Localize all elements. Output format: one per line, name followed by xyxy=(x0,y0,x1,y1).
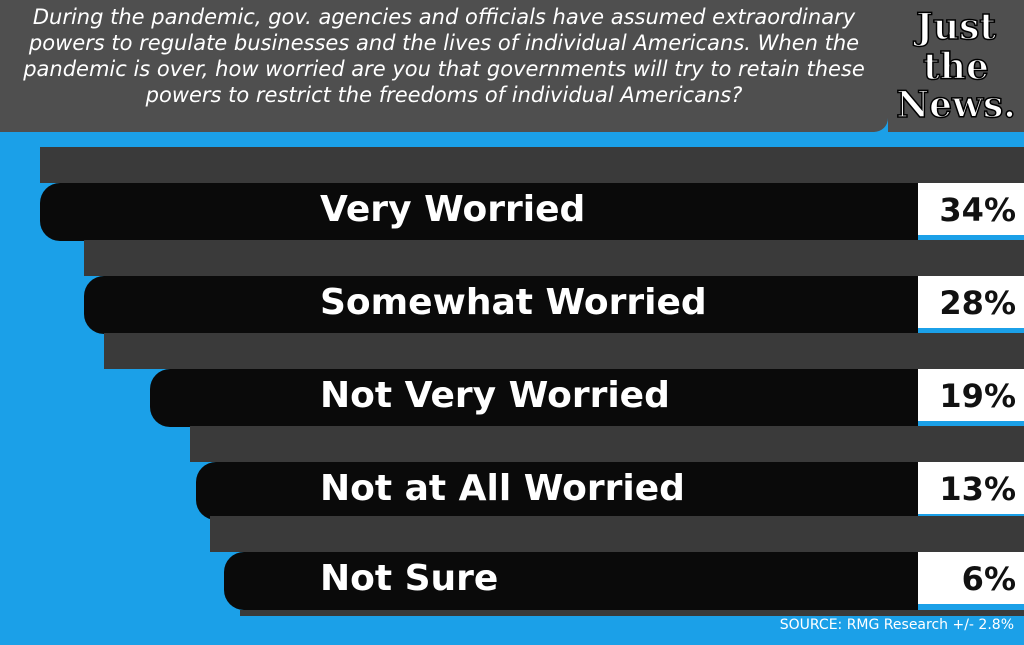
logo-line: Just xyxy=(915,5,997,49)
band xyxy=(104,333,1024,369)
row-bar xyxy=(150,369,1024,427)
row-value: 34% xyxy=(918,183,1024,241)
logo-line: the xyxy=(922,45,989,89)
row-bar xyxy=(84,276,1024,334)
band xyxy=(210,516,1024,552)
band xyxy=(190,426,1024,462)
row-label: Not at All Worried xyxy=(320,468,685,509)
row-label: Not Sure xyxy=(320,558,499,599)
row-bar xyxy=(196,462,1024,520)
value-text: 19% xyxy=(939,377,1016,415)
value-text: 28% xyxy=(939,284,1016,322)
row-label: Not Very Worried xyxy=(320,375,670,416)
row-label: Very Worried xyxy=(320,189,586,230)
row-value: 28% xyxy=(918,276,1024,334)
source: SOURCE: RMG Research +/- 2.8% xyxy=(779,617,1014,633)
band xyxy=(40,147,1024,183)
band xyxy=(84,240,1024,276)
question: During the pandemic, gov. agencies and o… xyxy=(0,0,888,132)
row-value: 19% xyxy=(918,369,1024,427)
logo-line: News. xyxy=(895,83,1016,127)
value-text: 6% xyxy=(961,560,1016,598)
row-bar xyxy=(40,183,1024,241)
value-text: 13% xyxy=(939,470,1016,508)
logo: Just the News. xyxy=(888,0,1024,132)
band xyxy=(240,610,1024,616)
row-bar xyxy=(224,552,1024,610)
row-label: Somewhat Worried xyxy=(320,282,707,323)
value-text: 34% xyxy=(939,191,1016,229)
row-value: 6% xyxy=(918,552,1024,610)
row-value: 13% xyxy=(918,462,1024,520)
